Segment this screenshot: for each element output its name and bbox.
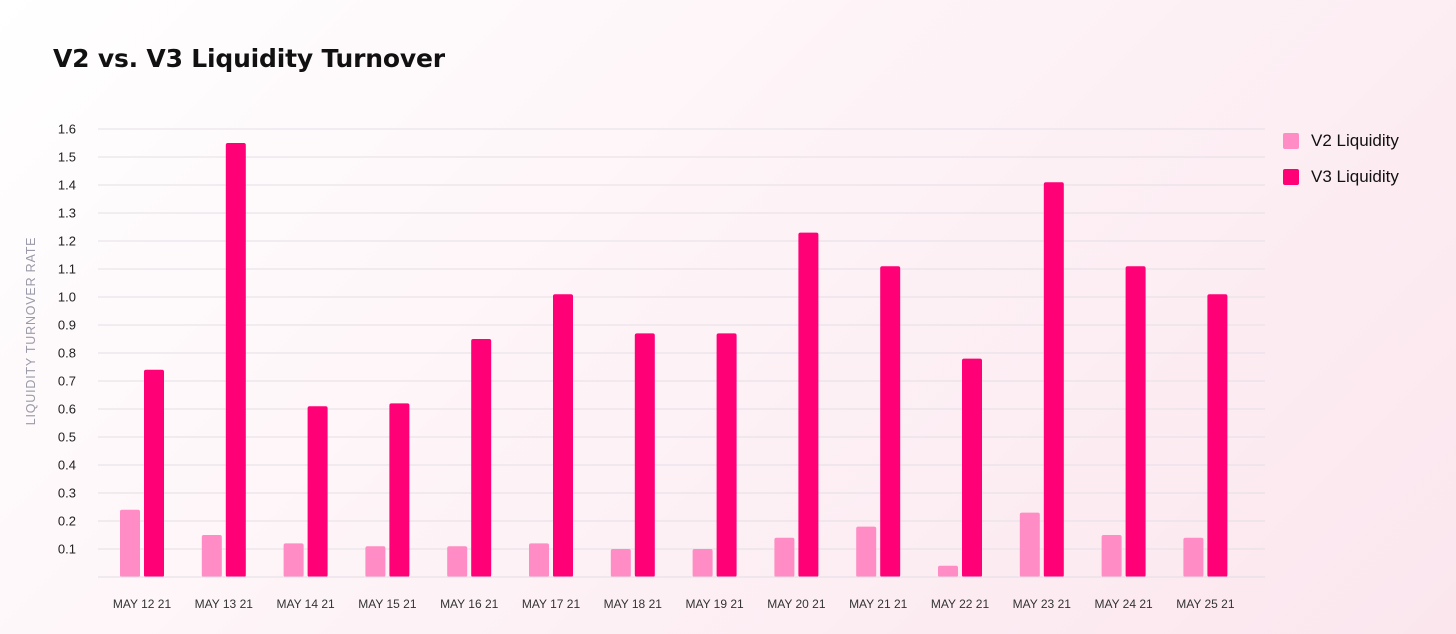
y-tick-label: 0.6 [58, 402, 76, 417]
x-tick-label: MAY 23 21 [1013, 597, 1072, 611]
y-tick-label: 1.3 [58, 206, 76, 221]
bar-v3[interactable] [716, 333, 737, 577]
x-tick-label: MAY 17 21 [522, 597, 581, 611]
y-tick-label: 0.3 [58, 486, 76, 501]
bar-v2[interactable] [1019, 512, 1040, 577]
x-tick-label: MAY 19 21 [685, 597, 744, 611]
y-tick-label: 0.9 [58, 318, 76, 333]
y-tick-label: 1.1 [58, 262, 76, 277]
bars [120, 143, 1228, 577]
bar-v3[interactable] [634, 333, 655, 577]
x-tick-label: MAY 22 21 [931, 597, 990, 611]
legend-item-v2[interactable]: V2 Liquidity [1283, 123, 1399, 159]
y-tick-label: 1.5 [58, 150, 76, 165]
bar-v3[interactable] [307, 406, 328, 577]
bar-v2[interactable] [774, 537, 795, 577]
chart-title: V2 vs. V3 Liquidity Turnover [53, 44, 445, 73]
x-tick-label: MAY 24 21 [1094, 597, 1153, 611]
x-tick-label: MAY 15 21 [358, 597, 417, 611]
bar-v2[interactable] [283, 543, 304, 577]
x-tick-label: MAY 14 21 [276, 597, 335, 611]
bar-v2[interactable] [692, 549, 713, 577]
bar-v3[interactable] [471, 339, 492, 577]
y-tick-label: 0.7 [58, 374, 76, 389]
bar-v2[interactable] [120, 509, 140, 577]
bar-v3[interactable] [962, 358, 982, 577]
bar-v3[interactable] [798, 232, 819, 577]
legend-swatch-v2 [1283, 133, 1299, 149]
bar-v2[interactable] [610, 549, 631, 577]
bar-v2[interactable] [1183, 537, 1204, 577]
bar-v3[interactable] [225, 143, 246, 577]
x-tick-label: MAY 13 21 [195, 597, 254, 611]
bar-v2[interactable] [1101, 535, 1122, 577]
y-tick-label: 0.2 [58, 514, 76, 529]
y-tick-label: 1.6 [58, 122, 76, 137]
y-tick-label: 0.5 [58, 430, 76, 445]
y-tick-label: 1.4 [58, 178, 76, 193]
y-axis-ticks: 0.1 0.2 0.3 0.4 0.5 0.6 0.7 0.8 0.9 1.0 1.1 1.2 1.3 1… [58, 122, 76, 557]
x-tick-label: MAY 21 21 [849, 597, 908, 611]
bar-v2[interactable] [365, 546, 386, 577]
bar-v2[interactable] [447, 546, 468, 577]
x-tick-label: MAY 12 21 [113, 597, 172, 611]
x-tick-label: MAY 20 21 [767, 597, 826, 611]
bar-v2[interactable] [856, 526, 877, 577]
legend-item-v3[interactable]: V3 Liquidity [1283, 159, 1399, 195]
legend: V2 Liquidity V3 Liquidity [1283, 123, 1399, 195]
bar-v3[interactable] [553, 294, 573, 577]
y-tick-label: 1.0 [58, 290, 76, 305]
x-tick-label: MAY 18 21 [604, 597, 663, 611]
x-axis-ticks: MAY 12 21 MAY 13 21 MAY 14 21 MAY 15 21 MAY … [113, 597, 1235, 611]
y-tick-label: 0.4 [58, 458, 76, 473]
x-tick-label: MAY 25 21 [1176, 597, 1235, 611]
bar-v3[interactable] [389, 403, 410, 577]
legend-swatch-v3 [1283, 169, 1299, 185]
y-tick-label: 0.8 [58, 346, 76, 361]
bar-v2[interactable] [201, 535, 222, 577]
bar-v2[interactable] [529, 543, 549, 577]
bar-v3[interactable] [1043, 182, 1064, 577]
y-tick-label: 1.2 [58, 234, 76, 249]
bar-v3[interactable] [1207, 294, 1228, 577]
bar-v2[interactable] [938, 565, 958, 577]
bar-v3[interactable] [144, 369, 164, 577]
bar-v3[interactable] [880, 266, 901, 577]
legend-label-v2: V2 Liquidity [1311, 131, 1399, 150]
x-tick-label: MAY 16 21 [440, 597, 499, 611]
y-axis-label: LIQUIDITY TURNOVER RATE [24, 237, 38, 426]
y-tick-label: 0.1 [58, 542, 76, 557]
legend-label-v3: V3 Liquidity [1311, 167, 1399, 186]
grid-lines [98, 128, 1265, 550]
bar-v3[interactable] [1125, 266, 1146, 577]
